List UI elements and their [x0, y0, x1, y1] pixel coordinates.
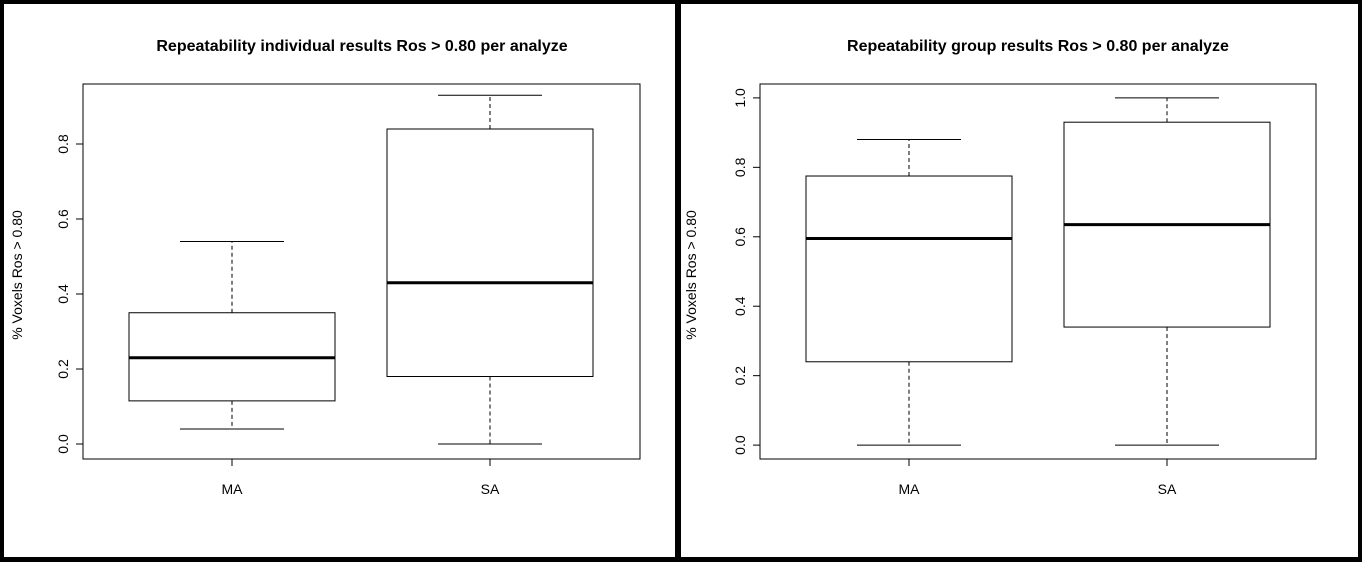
- y-tick-label: 0.4: [55, 284, 71, 304]
- ma-box: [805, 175, 1013, 363]
- y-tick-label: 0.8: [55, 134, 71, 154]
- x-tick-label: MA: [222, 481, 244, 497]
- chart-title: Repeatability individual results Ros > 0…: [156, 38, 567, 55]
- y-axis-label: % Voxels Ros > 0.80: [683, 210, 699, 340]
- y-tick-label: 0.6: [55, 209, 71, 229]
- right-chart-panel: Repeatability group results Ros > 0.80 p…: [681, 4, 1358, 557]
- y-axis-label: % Voxels Ros > 0.80: [9, 210, 25, 340]
- y-tick-label: 0.2: [55, 359, 71, 379]
- y-tick-label: 0.6: [732, 227, 748, 247]
- y-tick-label: 0.2: [732, 366, 748, 386]
- left-chart-panel: Repeatability individual results Ros > 0…: [4, 4, 675, 557]
- sa-box: [386, 128, 594, 377]
- y-tick-label: 0.0: [55, 434, 71, 454]
- x-tick-label: SA: [1158, 481, 1177, 497]
- chart-title: Repeatability group results Ros > 0.80 p…: [847, 38, 1229, 55]
- individual-results-boxplot: Repeatability individual results Ros > 0…: [9, 38, 641, 497]
- x-tick-label: SA: [481, 481, 500, 497]
- group-results-boxplot: Repeatability group results Ros > 0.80 p…: [683, 38, 1317, 497]
- y-tick-label: 0.8: [732, 157, 748, 177]
- y-tick-label: 1.0: [732, 88, 748, 108]
- y-tick-label: 0.4: [732, 296, 748, 316]
- y-tick-label: 0.0: [732, 435, 748, 455]
- x-tick-label: MA: [899, 481, 921, 497]
